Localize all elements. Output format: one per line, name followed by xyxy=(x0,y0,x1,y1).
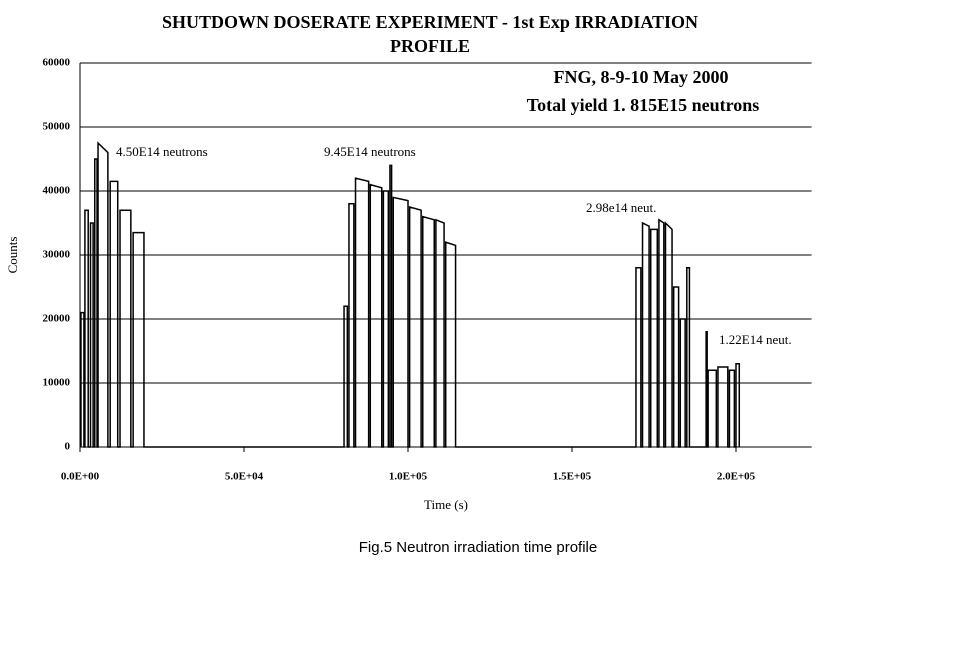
y-tick-label: 50000 xyxy=(43,121,71,133)
chart-title: SHUTDOWN DOSERATE EXPERIMENT - 1st Exp I… xyxy=(161,12,699,56)
annotation: FNG, 8-9-10 May 2000 xyxy=(554,67,729,87)
x-tick-label: 0.0E+00 xyxy=(61,471,100,483)
y-tick-label: 20000 xyxy=(43,313,71,325)
x-tick-label: 1.0E+05 xyxy=(389,471,428,483)
x-tick-label: 2.0E+05 xyxy=(717,471,756,483)
annotation: 4.50E14 neutrons xyxy=(116,144,208,159)
y-tick-label: 60000 xyxy=(43,57,71,69)
y-tick-label: 10000 xyxy=(43,377,71,389)
annotation: 2.98e14 neut. xyxy=(586,200,656,215)
x-tick-label: 1.5E+05 xyxy=(553,471,592,483)
annotation: 9.45E14 neutrons xyxy=(324,144,416,159)
annotation: 1.22E14 neut. xyxy=(719,332,792,347)
annotation: Total yield 1. 815E15 neutrons xyxy=(527,95,760,115)
y-tick-label: 40000 xyxy=(43,185,71,197)
y-tick-label: 0 xyxy=(65,441,71,453)
x-tick-label: 5.0E+04 xyxy=(225,471,264,483)
caption: Fig.5 Neutron irradiation time profile xyxy=(359,539,597,556)
x-axis-label: Time (s) xyxy=(424,497,468,512)
data-line xyxy=(80,141,741,448)
y-axis-label: Counts xyxy=(5,237,20,274)
y-tick-label: 30000 xyxy=(43,249,71,261)
